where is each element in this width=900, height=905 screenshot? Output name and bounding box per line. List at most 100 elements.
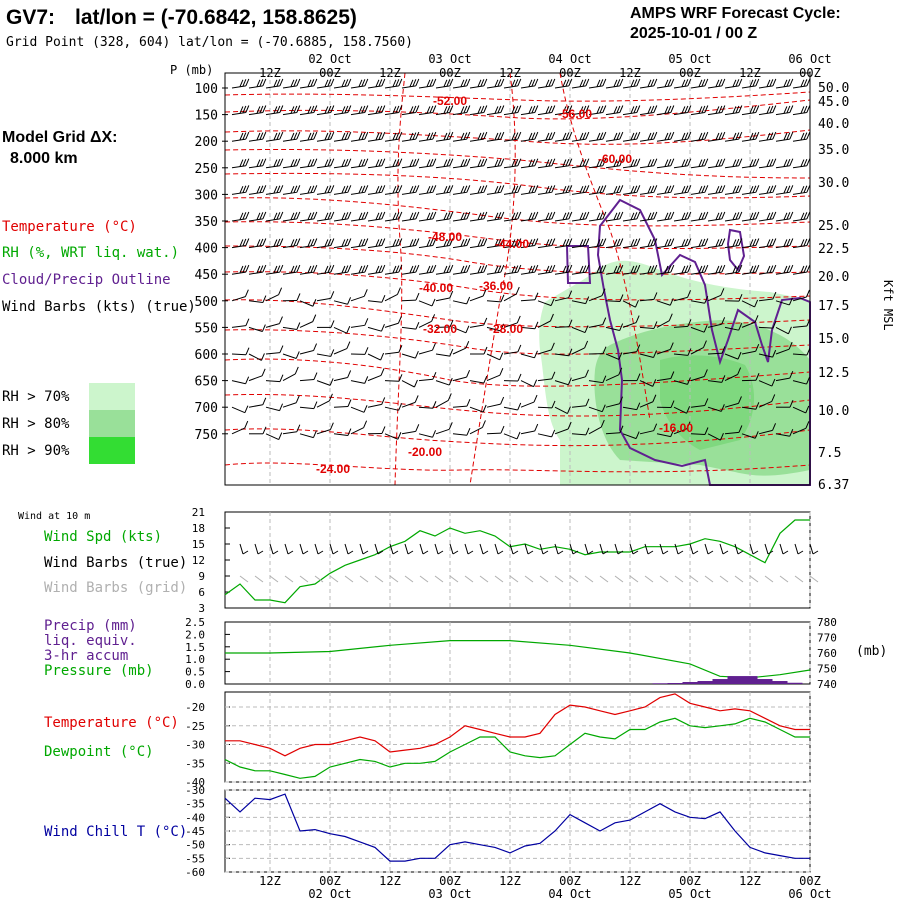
y-tick-label: -40 (185, 811, 205, 824)
wind-barb (555, 212, 572, 221)
bottom-hour-label: 00Z (679, 874, 701, 888)
pressure-tick-label: 760 (817, 647, 837, 660)
wind-barb (470, 185, 487, 194)
wind-barb (283, 396, 299, 407)
grid-spacing-value: 8.000 km (10, 150, 78, 167)
pressure-axis-title: P (mb) (170, 63, 213, 77)
wind-barb-true-flag (543, 551, 548, 554)
y-tick-label: 6 (198, 586, 205, 599)
wind-barb-true-flag (258, 551, 263, 554)
temperature-contour-label: -52.00 (433, 94, 467, 108)
wind-barb-grid (360, 576, 368, 582)
wind-barb (300, 373, 317, 381)
height-tick: 35.0 (818, 143, 849, 158)
wind-barb (283, 185, 300, 194)
wind-barb (725, 159, 742, 168)
wind-barb (385, 265, 402, 274)
wind-barb (402, 380, 417, 387)
pressure-tick: 700 (195, 401, 218, 416)
wind-barb-true-flag (723, 551, 728, 554)
wind-barb (300, 402, 317, 409)
wind-barb (334, 400, 351, 408)
wind-barb (674, 212, 691, 221)
wind-barb-grid (405, 576, 413, 582)
wind-barb-true (480, 544, 483, 554)
bottom-hour-label: 12Z (259, 874, 281, 888)
wind-chill-panel: -30-35-40-45-50-55-60 (185, 784, 810, 879)
wind-barb (368, 397, 385, 407)
wind-barb (793, 132, 810, 141)
wind-barb (453, 265, 470, 274)
wind-barb-grid (780, 576, 788, 582)
wind-barb (385, 316, 401, 327)
wind-barb-true-flag (483, 551, 488, 554)
wind-barb (759, 212, 776, 221)
wind-barb-grid (495, 576, 503, 582)
pressure-tick: 350 (195, 215, 218, 230)
wind-barb-true (585, 544, 588, 554)
pressure-tick: 450 (195, 268, 218, 283)
wind-barb (657, 239, 674, 248)
wind-barb (368, 212, 385, 221)
wind-barb (317, 185, 334, 194)
wind-barb-grid (720, 576, 728, 582)
wind-barb (317, 212, 334, 221)
wind-barb (521, 351, 537, 358)
wind-barb (351, 405, 367, 412)
wind-barb (657, 212, 674, 221)
wind-barb (249, 325, 265, 332)
wind-barb-grid (675, 576, 683, 582)
wind-barb-grid (540, 576, 548, 582)
legend-wind-barbs: Wind Barbs (kts) (true) (2, 299, 196, 315)
wind-barb (368, 368, 384, 380)
wind-barb-true (405, 544, 408, 554)
wind-barb (249, 212, 266, 221)
wind-barb (793, 106, 810, 115)
wind-barb (538, 132, 555, 141)
wind-barb (453, 370, 470, 380)
height-axis-title: Kft MSL (881, 280, 895, 331)
wind-barb (759, 239, 776, 248)
wind-barb (300, 239, 317, 248)
pressure-tick: 600 (195, 348, 218, 363)
wind-barb (521, 106, 538, 115)
wind-barb (572, 132, 589, 141)
station-id: GV7: (6, 6, 55, 29)
temperature-contour-label: -36.00 (479, 279, 513, 293)
wind-barb (385, 185, 402, 194)
wind-barb (487, 106, 504, 115)
wind-barb (317, 132, 334, 141)
wind-barb (453, 185, 470, 194)
wind-barb (419, 159, 436, 168)
wind-barb (402, 265, 419, 274)
wind-barb (334, 185, 351, 194)
wind-barb (691, 159, 708, 168)
wind-barb (776, 159, 793, 168)
dewpoint-line (225, 718, 810, 778)
wind-barb (385, 432, 401, 439)
wind-barb (589, 132, 606, 141)
wind-barb (470, 106, 487, 115)
wind-barb (623, 106, 640, 115)
wind-barb-true-flag (498, 551, 503, 554)
wind-barb (572, 185, 589, 194)
pressure-tick: 650 (195, 375, 218, 390)
wind-barb (232, 159, 249, 168)
bottom-hour-label: 12Z (379, 874, 401, 888)
wind-barb (402, 424, 419, 433)
wind-barb (385, 79, 402, 88)
wind-barb-grid (795, 576, 803, 582)
precip-accum-label: 3-hr accum (44, 648, 128, 664)
wind-barb (538, 212, 555, 221)
wind-barb (351, 421, 367, 434)
wind-barb (623, 212, 640, 221)
wind-barb-true-flag (663, 551, 668, 554)
cycle-value: 2025-10-01 / 00 Z (630, 25, 757, 42)
wind-barb (300, 212, 317, 221)
wind-speed-label: Wind Spd (kts) (44, 529, 162, 545)
wind-barb (317, 291, 334, 300)
wind-barb-grid (510, 576, 518, 582)
wind-barb (555, 265, 572, 274)
precip-bar (728, 676, 743, 684)
